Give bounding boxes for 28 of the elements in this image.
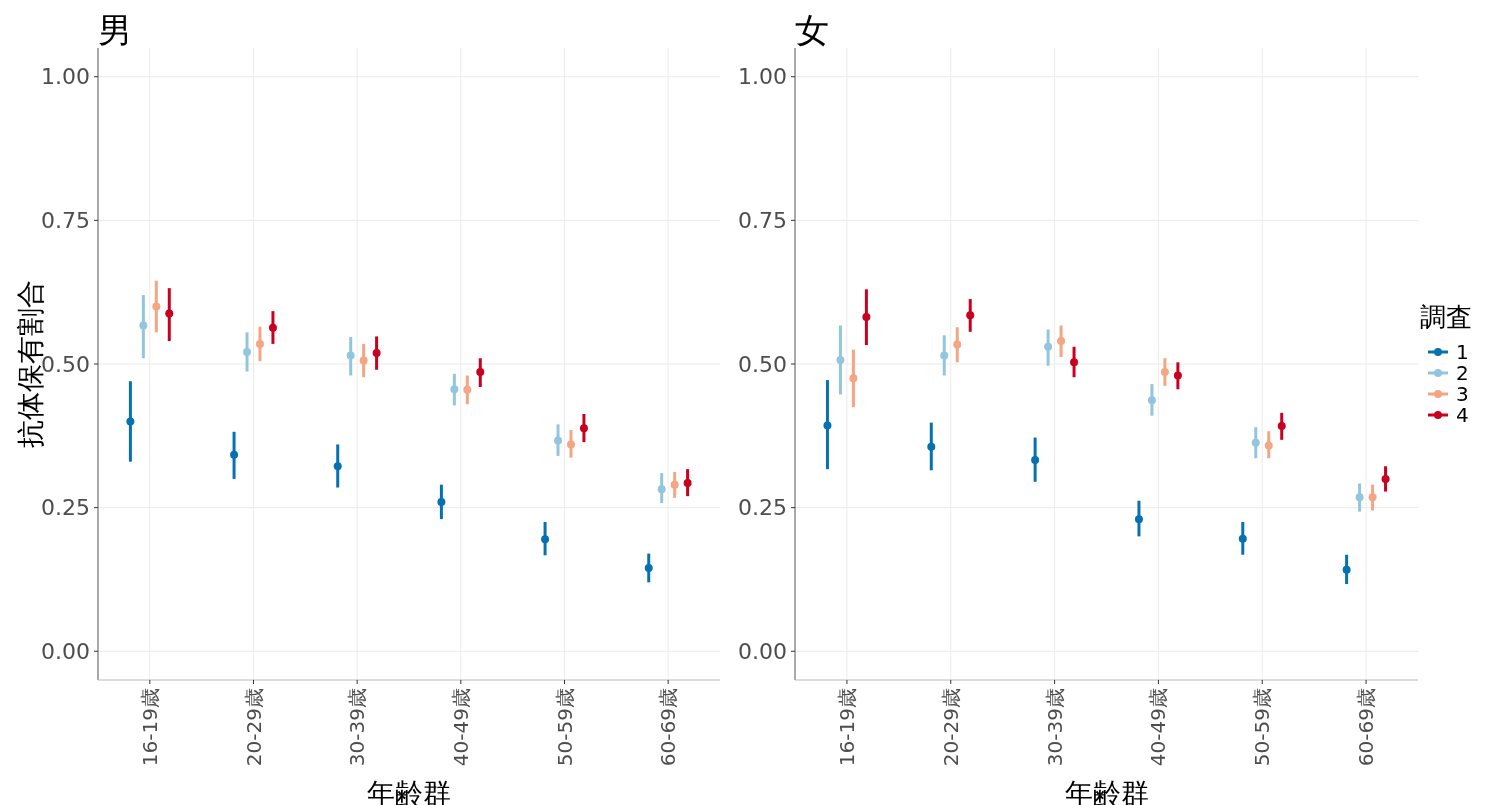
x-tick-label: 16-19歳 bbox=[137, 688, 162, 767]
x-tick-label: 40-49歳 bbox=[1146, 688, 1171, 767]
y-tick-label: 0.00 bbox=[41, 638, 90, 664]
x-tick-label: 20-29歳 bbox=[241, 688, 266, 767]
y-tick-label: 0.75 bbox=[41, 208, 90, 234]
legend-title: 調査 bbox=[1420, 302, 1472, 332]
chart-title: 男 bbox=[98, 10, 132, 50]
legend-label: 3 bbox=[1456, 382, 1469, 406]
legend-label: 2 bbox=[1456, 361, 1469, 385]
x-tick-label: 16-19歳 bbox=[834, 688, 859, 767]
y-tick-label: 1.00 bbox=[738, 64, 787, 90]
x-tick-label: 20-29歳 bbox=[938, 688, 963, 767]
y-tick-label: 1.00 bbox=[41, 64, 90, 90]
legend-label: 4 bbox=[1456, 403, 1469, 427]
y-tick-label: 0.00 bbox=[738, 638, 787, 664]
y-tick-label: 0.25 bbox=[41, 495, 90, 521]
x-tick-label: 40-49歳 bbox=[448, 688, 473, 767]
x-tick-label: 60-69歳 bbox=[1354, 688, 1379, 767]
chart-title: 女 bbox=[795, 10, 829, 50]
y-tick-label: 0.75 bbox=[738, 208, 787, 234]
y-tick-label: 0.50 bbox=[738, 351, 787, 377]
x-tick-label: 30-39歳 bbox=[345, 688, 370, 767]
x-tick-label: 60-69歳 bbox=[656, 688, 681, 767]
x-tick-label: 30-39歳 bbox=[1042, 688, 1067, 767]
x-tick-label: 50-59歳 bbox=[1250, 688, 1275, 767]
x-tick-label: 50-59歳 bbox=[552, 688, 577, 767]
y-tick-label: 0.25 bbox=[738, 495, 787, 521]
legend-label: 1 bbox=[1456, 340, 1469, 364]
